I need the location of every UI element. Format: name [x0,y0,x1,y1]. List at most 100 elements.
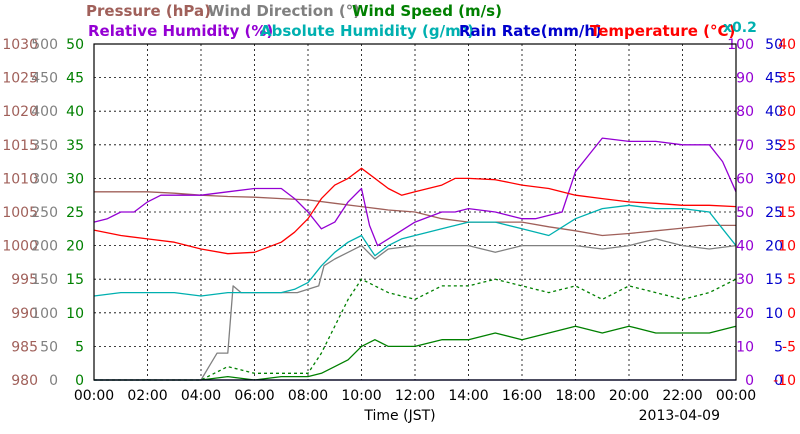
tick-wind-dir: 500 [31,37,58,53]
tick-pressure: 985 [11,339,38,355]
tick-rh: 70 [736,138,754,154]
tick-rain: 30 [765,171,783,187]
x-axis: 00:00 02:00 04:00 06:00 08:00 10:00 12:00 14:00… [74,388,756,404]
tick-x: 14:00 [448,388,488,404]
tick-wind-dir: 250 [31,205,58,221]
tick-rh: 30 [736,272,754,288]
tick-rh: 0 [745,373,754,389]
tick-wind-dir: 450 [31,71,58,87]
tick-x: 10:00 [341,388,381,404]
tick-rh: 60 [736,171,754,187]
tick-rain: 25 [765,205,783,221]
tick-temp: 0 [787,306,796,322]
tick-x: 12:00 [395,388,435,404]
tick-rain: 5 [774,339,783,355]
legend-row-2: Relative Humidity (%) Absolute Humidity … [88,20,757,40]
date-label: 2013-04-09 [639,408,720,424]
tick-rh: 80 [736,104,754,120]
tick-wind-speed: 5 [75,339,84,355]
tick-wind-speed: 40 [66,104,84,120]
tick-temp: 10 [778,239,796,255]
tick-rain: 10 [765,306,783,322]
tick-wind-speed: 30 [66,171,84,187]
tick-wind-speed: 0 [75,373,84,389]
tick-temp: 20 [778,171,796,187]
legend-pressure: Pressure (hPa) [86,2,211,20]
tick-x: 18:00 [555,388,595,404]
series-pressure [94,191,736,237]
ah-scale-note: x0.2 [723,20,757,36]
legend-row-1: Pressure (hPa) Wind Direction (°) Wind S… [86,2,502,20]
plot-frame [93,43,737,381]
tick-pressure: 1005 [2,205,38,221]
tick-temp: 25 [778,138,796,154]
tick-rh: 20 [736,306,754,322]
tick-temp: -5 [782,339,796,355]
tick-rain: 20 [765,239,783,255]
tick-wind-dir: 300 [31,171,58,187]
left-axes: 9809859909951000100510101015102010251030… [2,37,84,389]
tick-wind-dir: 200 [31,239,58,255]
legend-wind-direction: Wind Direction (°) [208,2,360,20]
tick-wind-speed: 20 [66,239,84,255]
legend-wind-speed: Wind Speed (m/s) [352,2,502,20]
tick-wind-speed: 25 [66,205,84,221]
tick-temp: -10 [773,373,796,389]
tick-temp: 5 [787,272,796,288]
tick-pressure: 1025 [2,71,38,87]
tick-x: 04:00 [181,388,221,404]
series-ah [93,204,737,297]
tick-wind-speed: 35 [66,138,84,154]
tick-x: 08:00 [288,388,328,404]
tick-x: 16:00 [502,388,542,404]
legend-relative-humidity: Relative Humidity (%) [88,22,273,40]
tick-pressure: 1020 [2,104,38,120]
tick-rain: 0 [774,373,783,389]
tick-pressure: 1010 [2,171,38,187]
tick-pressure: 990 [11,306,38,322]
tick-rh: 40 [736,239,754,255]
series-temp [93,167,737,255]
tick-x: 00:00 [74,388,114,404]
tick-x: 06:00 [234,388,274,404]
tick-rain: 15 [765,272,783,288]
tick-pressure: 1030 [2,37,38,53]
legend-rain-rate: Rain Rate(mm/h) [459,22,602,40]
tick-rain: 40 [765,104,783,120]
tick-rh: 90 [736,71,754,87]
tick-pressure: 1015 [2,138,38,154]
series-wind-speed [94,325,737,381]
tick-wind-dir: 50 [40,339,58,355]
tick-wind-dir: 400 [31,104,58,120]
series-rh [93,137,737,247]
tick-temp: 40 [778,37,796,53]
tick-wind-speed: 50 [66,37,84,53]
tick-wind-dir: 350 [31,138,58,154]
tick-x: 20:00 [609,388,649,404]
series-wind-dir [94,238,737,381]
tick-temp: 30 [778,104,796,120]
tick-pressure: 1000 [2,239,38,255]
tick-wind-dir: 0 [49,373,58,389]
tick-x: 02:00 [127,388,167,404]
tick-x: 22:00 [662,388,702,404]
legend-absolute-humidity: Absolute Humidity (g/m³) [260,22,474,40]
tick-rh: 10 [736,339,754,355]
tick-temp: 35 [778,71,796,87]
tick-rain: 35 [765,138,783,154]
tick-wind-speed: 15 [66,272,84,288]
tick-rh: 50 [736,205,754,221]
tick-pressure: 980 [11,373,38,389]
tick-temp: 15 [778,205,796,221]
legend-temperature: Temperature (°C) [590,22,735,40]
tick-wind-speed: 10 [66,306,84,322]
tick-wind-speed: 45 [66,71,84,87]
tick-pressure: 995 [11,272,38,288]
tick-rain: 50 [765,37,783,53]
tick-wind-dir: 150 [31,272,58,288]
tick-wind-dir: 100 [31,306,58,322]
tick-rh: 100 [727,37,754,53]
x-axis-label: Time (JST) [363,408,435,424]
right-axes: 0102030405060708090100051015202530354045… [727,37,796,389]
